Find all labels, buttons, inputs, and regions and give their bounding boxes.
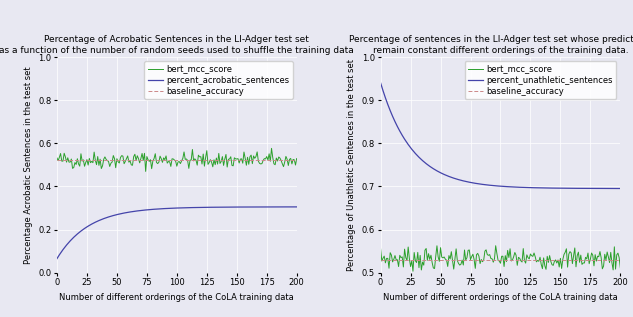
percent_unathletic_sentences [377, 81, 384, 85]
bert_mcc_score [141, 152, 148, 155]
percent_unathletic_sentences [617, 187, 624, 191]
percent_acrobatic_sentences [183, 206, 191, 210]
percent_unathletic_sentences [506, 185, 514, 189]
percent_acrobatic_sentences [54, 255, 62, 259]
bert_mcc_score [479, 260, 486, 264]
baseline_accuracy [377, 258, 384, 262]
bert_mcc_score [492, 244, 499, 248]
bert_mcc_score [275, 155, 282, 159]
Legend: bert_mcc_score, percent_acrobatic_sentences, baseline_accuracy: bert_mcc_score, percent_acrobatic_senten… [144, 61, 292, 99]
bert_mcc_score [378, 259, 385, 263]
X-axis label: Number of different orderings of the CoLA training data: Number of different orderings of the CoL… [383, 293, 618, 302]
percent_acrobatic_sentences [273, 205, 280, 209]
percent_unathletic_sentences [477, 182, 485, 186]
percent_unathletic_sentences [398, 133, 406, 137]
baseline_accuracy [378, 258, 385, 262]
bert_mcc_score [184, 158, 191, 162]
percent_unathletic_sentences [378, 85, 385, 89]
Title: Percentage of sentences in the LI-Adger test set whose predictions
remain consta: Percentage of sentences in the LI-Adger … [349, 35, 633, 55]
bert_mcc_score [293, 157, 301, 160]
bert_mcc_score [54, 159, 62, 163]
percent_unathletic_sentences [465, 180, 472, 184]
bert_mcc_score [53, 156, 61, 160]
bert_mcc_score [155, 160, 163, 164]
Line: percent_acrobatic_sentences: percent_acrobatic_sentences [57, 207, 297, 259]
X-axis label: Number of different orderings of the CoLA training data: Number of different orderings of the CoL… [60, 293, 294, 302]
Legend: bert_mcc_score, percent_unathletic_sentences, baseline_accuracy: bert_mcc_score, percent_unathletic_sente… [465, 61, 616, 99]
bert_mcc_score [75, 162, 82, 166]
bert_mcc_score [142, 170, 149, 173]
Line: bert_mcc_score: bert_mcc_score [57, 148, 297, 171]
bert_mcc_score [409, 269, 417, 273]
percent_acrobatic_sentences [293, 205, 301, 209]
Y-axis label: Percentage of Unathletic Sentences in the test set: Percentage of Unathletic Sentences in th… [348, 59, 356, 271]
bert_mcc_score [377, 247, 384, 251]
Y-axis label: Percentage Acrobatic Sentences in the test set: Percentage Acrobatic Sentences in the te… [23, 66, 33, 264]
bert_mcc_score [398, 255, 406, 259]
bert_mcc_score [617, 266, 624, 270]
Line: percent_unathletic_sentences: percent_unathletic_sentences [380, 83, 620, 189]
bert_mcc_score [268, 146, 275, 150]
bert_mcc_score [465, 248, 473, 252]
baseline_accuracy [54, 158, 62, 162]
percent_acrobatic_sentences [141, 208, 148, 212]
percent_unathletic_sentences [596, 186, 604, 190]
percent_acrobatic_sentences [154, 207, 161, 211]
percent_acrobatic_sentences [53, 257, 61, 261]
bert_mcc_score [509, 258, 517, 262]
bert_mcc_score [599, 267, 606, 271]
percent_acrobatic_sentences [75, 231, 82, 235]
Line: bert_mcc_score: bert_mcc_score [380, 246, 620, 271]
baseline_accuracy [53, 158, 61, 162]
Title: Percentage of Acrobatic Sentences in the LI-Adger test set
as a function of the : Percentage of Acrobatic Sentences in the… [0, 35, 354, 55]
